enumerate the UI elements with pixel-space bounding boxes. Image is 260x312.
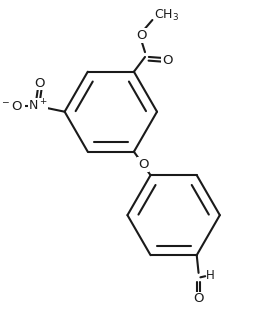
Text: O: O <box>138 158 148 171</box>
Text: $^-$O: $^-$O <box>0 100 24 113</box>
Text: H: H <box>206 269 215 282</box>
Text: CH$_3$: CH$_3$ <box>154 7 179 23</box>
Text: O: O <box>35 77 45 90</box>
Text: O: O <box>193 292 204 305</box>
Text: O: O <box>162 54 172 67</box>
Text: N$^+$: N$^+$ <box>28 99 48 114</box>
Text: O: O <box>136 29 147 42</box>
